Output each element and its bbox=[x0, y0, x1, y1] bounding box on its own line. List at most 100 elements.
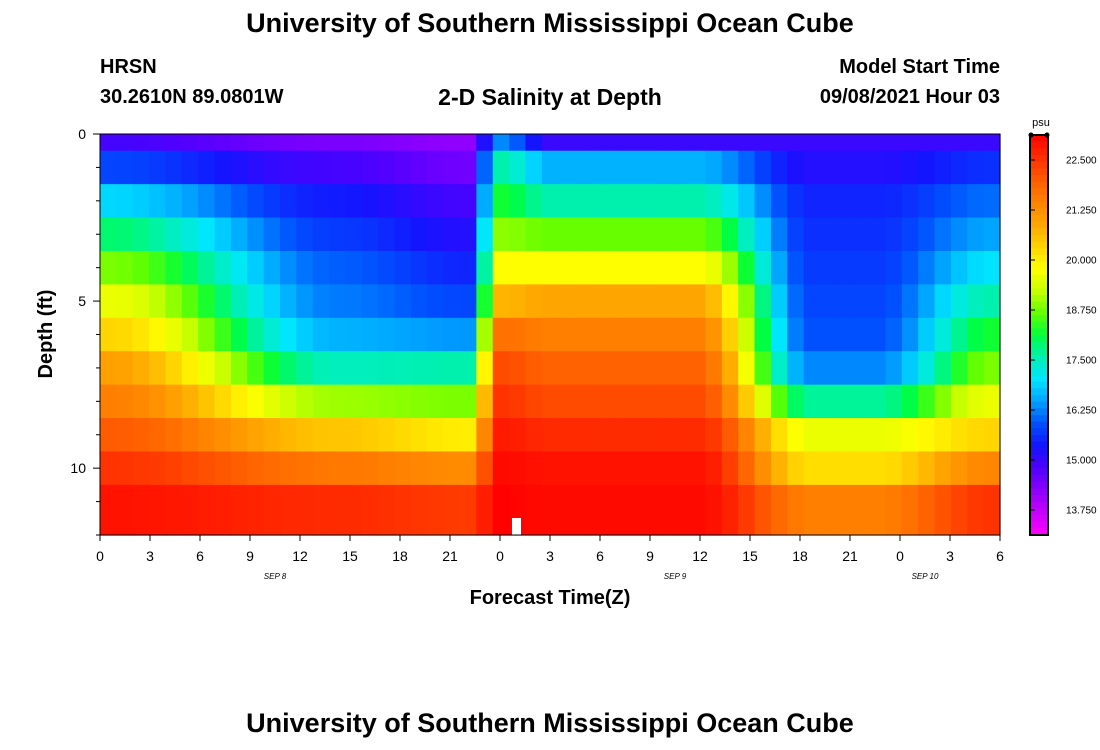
heatmap-cell bbox=[410, 451, 428, 486]
colorbar-segment bbox=[1030, 341, 1048, 349]
heatmap-cell bbox=[689, 451, 707, 486]
heatmap-cell bbox=[803, 451, 821, 486]
heatmap-cell bbox=[247, 351, 265, 386]
heatmap-cell bbox=[410, 384, 428, 419]
x-tick-label: 9 bbox=[646, 548, 654, 564]
colorbar-segment bbox=[1030, 355, 1048, 363]
heatmap-cell bbox=[967, 384, 985, 419]
heatmap-cell bbox=[705, 351, 723, 386]
x-tick-label: 21 bbox=[442, 548, 458, 564]
heatmap-cell bbox=[787, 150, 805, 185]
heatmap-cell bbox=[983, 351, 1001, 386]
heatmap-cell bbox=[181, 184, 199, 219]
heatmap-cell bbox=[738, 384, 756, 419]
heatmap-cell bbox=[280, 351, 297, 386]
page-title: University of Southern Mississippi Ocean… bbox=[246, 8, 854, 38]
date-label: SEP 8 bbox=[264, 572, 287, 581]
heatmap-cell bbox=[787, 484, 805, 536]
heatmap-cell bbox=[787, 184, 805, 219]
heatmap-cell bbox=[525, 284, 543, 319]
heatmap-cell bbox=[149, 351, 167, 386]
heatmap-cell bbox=[525, 351, 543, 386]
x-tick-label: 0 bbox=[496, 548, 504, 564]
heatmap-cell bbox=[378, 150, 396, 185]
colorbar-segment bbox=[1030, 281, 1048, 289]
heatmap-cell bbox=[820, 451, 837, 486]
heatmap-cell bbox=[590, 284, 608, 319]
heatmap-cell bbox=[770, 217, 788, 252]
heatmap-cell bbox=[410, 217, 428, 252]
colorbar-segment bbox=[1030, 521, 1048, 529]
heatmap-cell bbox=[312, 351, 330, 386]
heatmap-cell bbox=[885, 351, 903, 386]
colorbar-segment bbox=[1030, 381, 1048, 389]
heatmap-cell bbox=[721, 317, 739, 352]
heatmap-cell bbox=[345, 184, 363, 219]
heatmap-cell bbox=[263, 217, 281, 252]
heatmap-cell bbox=[329, 250, 347, 285]
heatmap-cell bbox=[460, 150, 477, 185]
heatmap-cell bbox=[165, 418, 183, 453]
heatmap-cell bbox=[165, 250, 183, 285]
heatmap-cell bbox=[934, 150, 952, 185]
heatmap-cell bbox=[672, 451, 690, 486]
heatmap-cell bbox=[427, 284, 445, 319]
heatmap-cell bbox=[198, 217, 216, 252]
heatmap-cell bbox=[263, 418, 281, 453]
heatmap-cell bbox=[345, 351, 363, 386]
heatmap-cell bbox=[590, 217, 608, 252]
heatmap-cell bbox=[885, 134, 903, 152]
heatmap-cell bbox=[214, 284, 232, 319]
heatmap-cell bbox=[901, 250, 919, 285]
heatmap-cell bbox=[918, 351, 936, 386]
heatmap-cell bbox=[230, 284, 248, 319]
heatmap-cell bbox=[132, 250, 150, 285]
colorbar-segment bbox=[1030, 501, 1048, 509]
heatmap-cell bbox=[950, 150, 968, 185]
heatmap-cell bbox=[165, 317, 183, 352]
heatmap-cell bbox=[721, 384, 739, 419]
colorbar-tick-label: 18.750 bbox=[1066, 306, 1097, 317]
heatmap-cell bbox=[787, 451, 805, 486]
colorbar-segment bbox=[1030, 368, 1048, 376]
heatmap-cell bbox=[590, 451, 608, 486]
heatmap-cell bbox=[329, 217, 347, 252]
heatmap-cell bbox=[623, 418, 641, 453]
heatmap-cell bbox=[770, 351, 788, 386]
colorbar-tick-label: 21.250 bbox=[1066, 206, 1097, 217]
heatmap-cell bbox=[967, 217, 985, 252]
heatmap-cell bbox=[852, 451, 870, 486]
colorbar-segment bbox=[1030, 375, 1048, 383]
heatmap-cell bbox=[607, 184, 625, 219]
x-tick-label: 15 bbox=[342, 548, 358, 564]
x-tick-label: 6 bbox=[996, 548, 1004, 564]
heatmap-cell bbox=[852, 150, 870, 185]
heatmap-cell bbox=[361, 418, 379, 453]
x-tick-label: 6 bbox=[196, 548, 204, 564]
heatmap-cell bbox=[803, 217, 821, 252]
heatmap-cell bbox=[950, 284, 968, 319]
heatmap-cell bbox=[361, 351, 379, 386]
heatmap-cell bbox=[852, 418, 870, 453]
date-label: SEP 9 bbox=[664, 572, 687, 581]
colorbar-segment bbox=[1030, 215, 1048, 223]
heatmap-cell bbox=[198, 451, 216, 486]
heatmap-cell bbox=[378, 451, 396, 486]
heatmap-cell bbox=[427, 184, 445, 219]
heatmap-cell bbox=[181, 284, 199, 319]
heatmap-cell bbox=[885, 418, 903, 453]
heatmap-cell bbox=[361, 150, 379, 185]
heatmap-cell bbox=[738, 134, 756, 152]
heatmap-cell bbox=[770, 134, 788, 152]
heatmap-cell bbox=[820, 134, 837, 152]
heatmap-cell bbox=[672, 134, 690, 152]
heatmap-cell bbox=[427, 351, 445, 386]
heatmap-cell bbox=[558, 184, 576, 219]
heatmap-cell bbox=[672, 250, 690, 285]
heatmap-cell bbox=[885, 384, 903, 419]
heatmap-cell bbox=[689, 418, 707, 453]
heatmap-cell bbox=[770, 451, 788, 486]
heatmap-cell bbox=[820, 317, 837, 352]
heatmap-cell bbox=[721, 184, 739, 219]
heatmap-cell bbox=[345, 217, 363, 252]
